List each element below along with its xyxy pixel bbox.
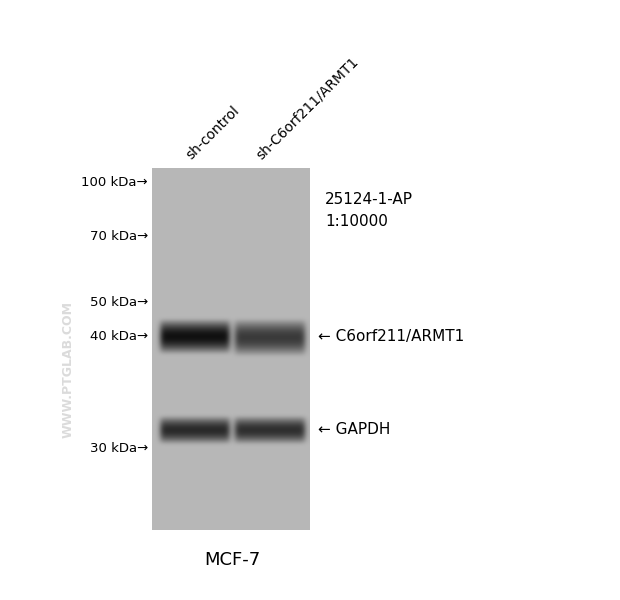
Text: 70 kDa→: 70 kDa→ xyxy=(90,229,148,242)
Text: MCF-7: MCF-7 xyxy=(204,551,260,569)
Bar xyxy=(152,168,310,530)
Text: 30 kDa→: 30 kDa→ xyxy=(90,443,148,455)
Text: sh-control: sh-control xyxy=(183,103,242,162)
Text: 100 kDa→: 100 kDa→ xyxy=(81,176,148,190)
Text: 1:10000: 1:10000 xyxy=(325,214,388,229)
Text: 25124-1-AP: 25124-1-AP xyxy=(325,193,413,208)
Text: 50 kDa→: 50 kDa→ xyxy=(90,296,148,310)
Text: ← C6orf211/ARMT1: ← C6orf211/ARMT1 xyxy=(318,329,464,343)
Text: WWW.PTGLAB.COM: WWW.PTGLAB.COM xyxy=(61,301,74,439)
Text: sh-C6orf211/ARMT1: sh-C6orf211/ARMT1 xyxy=(253,55,361,162)
Text: ← GAPDH: ← GAPDH xyxy=(318,422,391,437)
Text: 40 kDa→: 40 kDa→ xyxy=(90,331,148,343)
